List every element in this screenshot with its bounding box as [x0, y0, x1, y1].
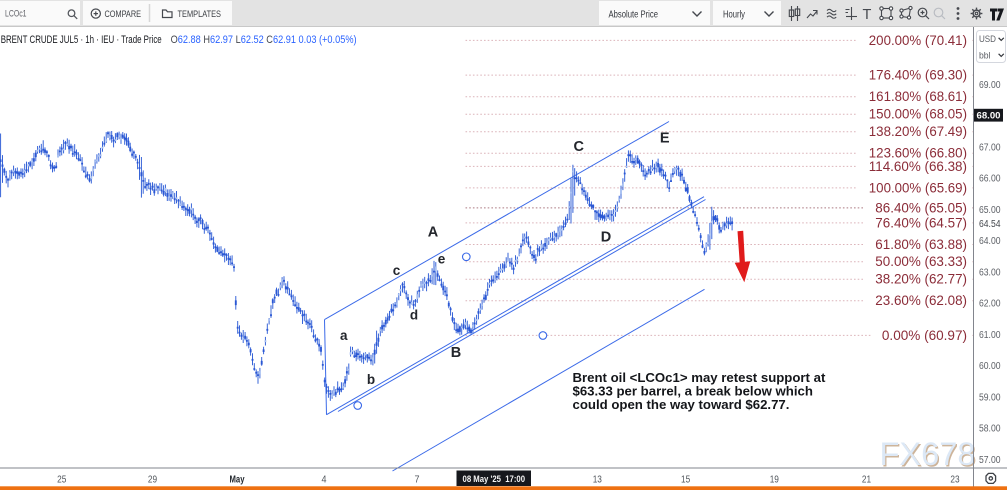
svg-text:Absolute Price: Absolute Price: [609, 9, 659, 20]
svg-text:138.20% (67.49): 138.20% (67.49): [869, 124, 967, 139]
svg-text:62.00: 62.00: [979, 299, 1001, 310]
svg-text:161.80% (68.61): 161.80% (68.61): [869, 89, 967, 104]
svg-text:A: A: [428, 225, 439, 241]
svg-text:COMPARE: COMPARE: [105, 9, 142, 19]
svg-text:176.40% (69.30): 176.40% (69.30): [869, 68, 967, 83]
svg-text:38.20% (62.77): 38.20% (62.77): [875, 272, 967, 287]
svg-text:63.00: 63.00: [979, 267, 1001, 278]
svg-text:15: 15: [681, 475, 691, 486]
svg-text:Hourly: Hourly: [723, 9, 745, 20]
svg-text:25: 25: [57, 475, 67, 486]
svg-text:65.00: 65.00: [979, 205, 1001, 216]
svg-text:59.00: 59.00: [979, 392, 1001, 403]
svg-text:23: 23: [950, 475, 960, 486]
svg-text:TEMPLATES: TEMPLATES: [178, 9, 222, 19]
svg-text:C: C: [573, 139, 584, 155]
svg-text:FX678: FX678: [881, 437, 977, 473]
svg-text:67.00: 67.00: [979, 142, 1001, 153]
svg-text:114.60% (66.38): 114.60% (66.38): [869, 159, 967, 174]
svg-text:7: 7: [415, 475, 420, 486]
svg-text:bbl: bbl: [979, 50, 991, 60]
svg-text:Brent oil <LCOc1> may retest s: Brent oil <LCOc1> may retest support at: [573, 370, 826, 385]
svg-text:123.60% (66.80): 123.60% (66.80): [869, 146, 967, 161]
svg-text:c: c: [393, 263, 401, 278]
svg-text:B: B: [451, 345, 461, 361]
svg-text:BRENT CRUDE JUL5 · 1h · IEU ·: BRENT CRUDE JUL5 · 1h · IEU · Trade Pric…: [1, 34, 162, 46]
svg-text:19: 19: [770, 475, 780, 486]
svg-text:60.00: 60.00: [979, 361, 1001, 372]
svg-text:200.00% (70.41): 200.00% (70.41): [869, 33, 967, 48]
svg-text:86.40% (65.05): 86.40% (65.05): [875, 200, 967, 215]
svg-text:4: 4: [322, 475, 327, 486]
svg-text:50.00% (63.33): 50.00% (63.33): [875, 254, 967, 269]
svg-text:E: E: [660, 131, 670, 147]
svg-text:29: 29: [148, 475, 158, 486]
svg-text:b: b: [367, 372, 375, 387]
svg-text:58.00: 58.00: [979, 424, 1001, 435]
svg-text:08 May '25 17:00: 08 May '25 17:00: [463, 474, 526, 484]
svg-text:$63.33 per barrel, a break bel: $63.33 per barrel, a break below which: [573, 384, 813, 399]
svg-text:150.00% (68.05): 150.00% (68.05): [869, 107, 967, 122]
svg-text:0.00% (60.97): 0.00% (60.97): [882, 328, 967, 343]
svg-text:FX678: FX678: [880, 436, 976, 472]
svg-text:USD: USD: [979, 34, 996, 44]
svg-text:64.00: 64.00: [979, 236, 1001, 247]
svg-text:76.40% (64.57): 76.40% (64.57): [875, 215, 967, 230]
svg-text:13: 13: [593, 475, 603, 486]
svg-text:21: 21: [862, 475, 872, 486]
svg-text:d: d: [410, 308, 418, 323]
svg-text:100.00% (65.69): 100.00% (65.69): [869, 180, 967, 195]
svg-text:23.60% (62.08): 23.60% (62.08): [875, 293, 967, 308]
svg-text:a: a: [340, 328, 348, 343]
svg-text:69.00: 69.00: [979, 80, 1001, 91]
svg-text:May: May: [230, 475, 245, 486]
svg-text:64.54: 64.54: [979, 219, 1001, 230]
svg-text:could open the way toward $62.: could open the way toward $62.77.: [573, 397, 790, 412]
svg-text:68.00: 68.00: [976, 111, 1000, 122]
svg-text:D: D: [601, 230, 611, 246]
svg-text:61.80% (63.88): 61.80% (63.88): [875, 237, 967, 252]
svg-text:66.00: 66.00: [979, 174, 1001, 185]
svg-text:57.00: 57.00: [979, 455, 1001, 466]
svg-text:e: e: [438, 252, 446, 267]
svg-text:LCOc1: LCOc1: [5, 9, 27, 19]
svg-text:O62.88 H62.97 L62.52 C62.91 0.: O62.88 H62.97 L62.52 C62.91 0.03 (+0.05%…: [171, 34, 357, 46]
svg-text:61.00: 61.00: [979, 330, 1001, 341]
svg-text:T: T: [863, 7, 872, 23]
